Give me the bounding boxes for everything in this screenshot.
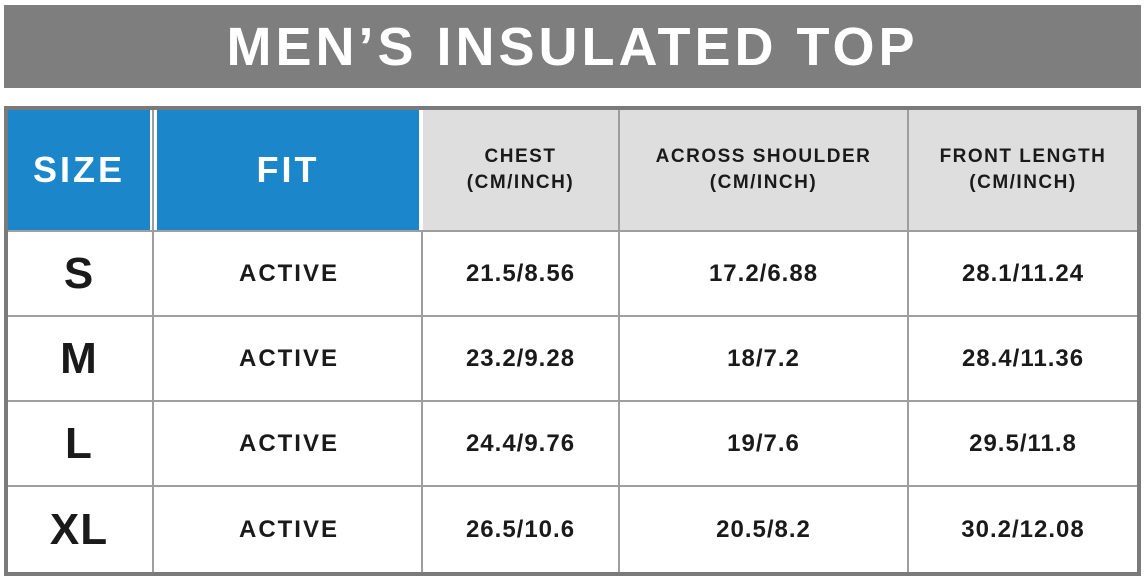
across-shoulder-cell: 20.5/8.2 <box>620 485 909 572</box>
across-shoulder-cell: 17.2/6.88 <box>620 230 909 315</box>
column-header-across-shoulder: ACROSS SHOULDER (CM/INCH) <box>620 110 909 230</box>
chest-cell: 23.2/9.28 <box>423 315 620 400</box>
column-header-unit: (CM/INCH) <box>969 172 1077 193</box>
fit-cell: ACTIVE <box>157 400 423 485</box>
header-column-divider <box>150 110 157 230</box>
chest-cell: 24.4/9.76 <box>423 400 620 485</box>
column-header-fit: FIT <box>157 110 423 230</box>
column-header-chest: CHEST (CM/INCH) <box>423 110 620 230</box>
column-divider <box>150 400 157 485</box>
chest-cell: 26.5/10.6 <box>423 485 620 572</box>
front-length-cell: 28.4/11.36 <box>909 315 1137 400</box>
fit-cell: ACTIVE <box>157 230 423 315</box>
size-chart-grid: SIZE FIT CHEST (CM/INCH) ACROSS SHOULDER… <box>4 106 1141 576</box>
front-length-cell: 30.2/12.08 <box>909 485 1137 572</box>
column-header-label: ACROSS SHOULDER <box>655 146 872 168</box>
column-header-unit: (CM/INCH) <box>466 172 575 193</box>
column-divider <box>150 485 157 572</box>
size-cell: M <box>8 315 150 400</box>
front-length-cell: 29.5/11.8 <box>909 400 1137 485</box>
column-header-label: FIT <box>256 149 320 190</box>
across-shoulder-cell: 18/7.2 <box>620 315 909 400</box>
chest-cell: 21.5/8.56 <box>423 230 620 315</box>
column-divider <box>150 315 157 400</box>
column-header-size: SIZE <box>8 110 150 230</box>
front-length-cell: 28.1/11.24 <box>909 230 1137 315</box>
size-cell: XL <box>8 485 150 572</box>
column-header-label: SIZE <box>32 149 125 190</box>
column-header-front-length: FRONT LENGTH (CM/INCH) <box>909 110 1137 230</box>
column-header-unit: (CM/INCH) <box>709 172 818 193</box>
column-divider <box>150 230 157 315</box>
column-header-label: CHEST <box>484 146 557 168</box>
size-cell: L <box>8 400 150 485</box>
column-header-label: FRONT LENGTH <box>939 146 1107 168</box>
size-cell: S <box>8 230 150 315</box>
fit-cell: ACTIVE <box>157 485 423 572</box>
across-shoulder-cell: 19/7.6 <box>620 400 909 485</box>
page-title: MEN’S INSULATED TOP <box>226 16 919 77</box>
title-banner: MEN’S INSULATED TOP <box>4 5 1141 88</box>
fit-cell: ACTIVE <box>157 315 423 400</box>
